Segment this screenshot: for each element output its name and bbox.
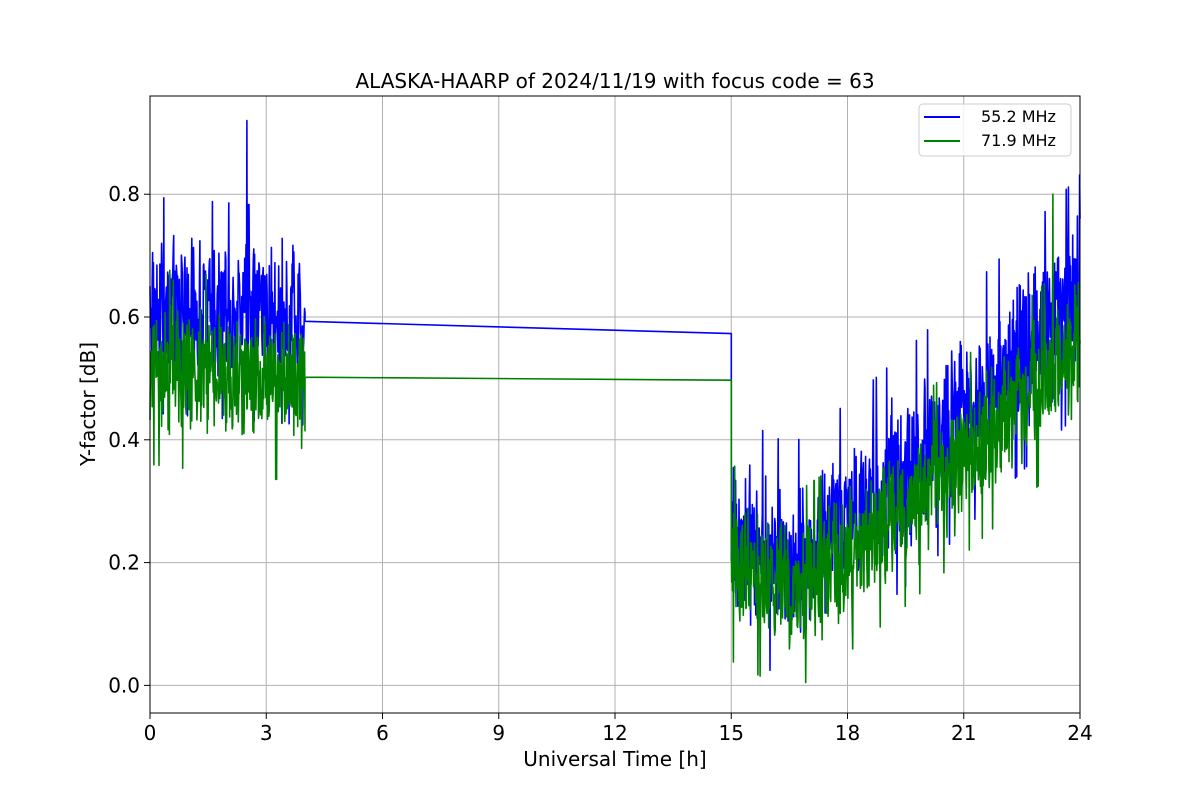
ticks: 0 3 6 9 12 15 18 21 24 0.0 0.2 0.4 0.6 0.8 bbox=[108, 182, 1093, 745]
x-tick-label: 9 bbox=[492, 721, 505, 745]
x-tick-label: 6 bbox=[376, 721, 389, 745]
series-line-55-2-mhz bbox=[149, 119, 1081, 671]
x-tick-label: 0 bbox=[144, 721, 157, 745]
x-tick-label: 12 bbox=[602, 721, 627, 745]
y-tick-label: 0.8 bbox=[108, 182, 140, 206]
y-tick-label: 0.2 bbox=[108, 551, 140, 575]
y-tick-label: 0.0 bbox=[108, 673, 140, 697]
x-axis-label: Universal Time [h] bbox=[523, 747, 706, 771]
x-tick-label: 21 bbox=[951, 721, 976, 745]
series-group bbox=[149, 119, 1081, 684]
series-line-71-9-mhz bbox=[149, 193, 1081, 684]
legend-label-71-9: 71.9 MHz bbox=[981, 131, 1056, 150]
legend: 55.2 MHz 71.9 MHz bbox=[918, 103, 1072, 157]
x-tick-label: 3 bbox=[260, 721, 273, 745]
x-tick-label: 24 bbox=[1067, 721, 1092, 745]
x-tick-label: 18 bbox=[835, 721, 860, 745]
y-tick-label: 0.4 bbox=[108, 428, 140, 452]
y-tick-label: 0.6 bbox=[108, 305, 140, 329]
legend-label-55-2: 55.2 MHz bbox=[981, 107, 1056, 126]
y-axis-label: Y-factor [dB] bbox=[76, 342, 100, 467]
x-tick-label: 15 bbox=[719, 721, 744, 745]
chart-title: ALASKA-HAARP of 2024/11/19 with focus co… bbox=[355, 69, 874, 93]
